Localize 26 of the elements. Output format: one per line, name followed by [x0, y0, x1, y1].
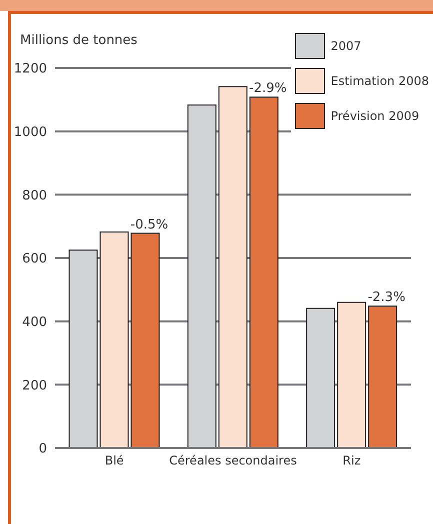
annotation: -2.3% — [368, 290, 406, 306]
bar — [368, 306, 398, 448]
y-tick-label: 1000 — [14, 124, 47, 140]
annotation: -2.9% — [249, 81, 287, 96]
x-tick-label: Riz — [342, 454, 361, 468]
bar — [306, 308, 336, 448]
legend-label: Estimation 2008 — [330, 74, 429, 88]
y-tick-label: 800 — [22, 188, 47, 204]
y-tick-label: 1200 — [14, 62, 47, 77]
y-axis-title: Millions de tonnes — [20, 33, 138, 48]
bar — [187, 104, 216, 448]
x-tick-label: Céréales secondaires — [169, 454, 297, 468]
y-tick-label: 200 — [22, 378, 47, 394]
bar — [130, 232, 160, 448]
y-tick-label: 600 — [22, 252, 47, 267]
annotation: -0.5% — [130, 217, 168, 232]
legend-label: Prévision 2009 — [330, 108, 420, 122]
y-tick-label: 400 — [22, 314, 47, 330]
y-tick-label: 0 — [38, 442, 47, 457]
bar — [218, 86, 248, 448]
x-tick-label: Blé — [104, 454, 124, 468]
bar — [68, 250, 98, 448]
bar — [100, 232, 129, 448]
bar — [249, 96, 278, 448]
legend-label: 2007 — [330, 38, 362, 52]
bar — [337, 302, 366, 448]
